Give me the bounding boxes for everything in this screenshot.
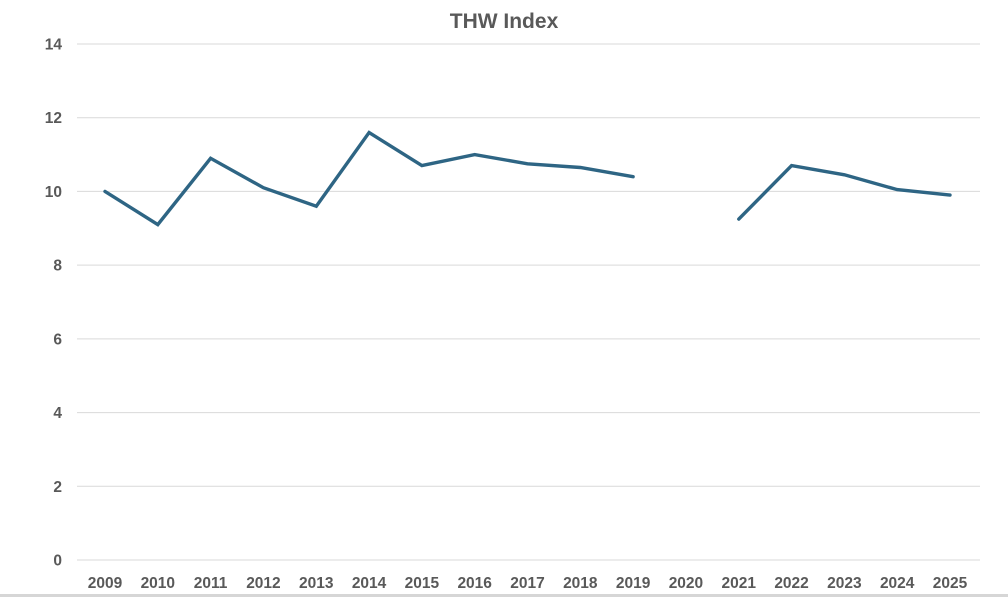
y-tick-label: 10 bbox=[45, 184, 62, 201]
x-tick-label: 2015 bbox=[405, 575, 440, 592]
x-tick-label: 2025 bbox=[933, 575, 968, 592]
x-tick-label: 2011 bbox=[194, 575, 228, 592]
y-tick-label: 4 bbox=[53, 405, 62, 422]
bottom-border bbox=[0, 594, 1008, 597]
data-series bbox=[103, 130, 952, 227]
x-tick-label: 2021 bbox=[722, 575, 757, 592]
x-tick-label: 2020 bbox=[669, 575, 703, 592]
chart-title: THW Index bbox=[449, 10, 559, 33]
x-tick-label: 2022 bbox=[774, 575, 808, 592]
y-tick-label: 2 bbox=[53, 479, 62, 496]
x-tick-label: 2024 bbox=[880, 575, 915, 592]
x-tick-label: 2019 bbox=[616, 575, 651, 592]
x-tick-label: 2012 bbox=[246, 575, 280, 592]
x-tick-label: 2018 bbox=[563, 575, 598, 592]
y-tick-label: 0 bbox=[53, 553, 62, 570]
gridlines bbox=[77, 43, 980, 561]
y-tick-label: 14 bbox=[45, 37, 63, 54]
x-axis-labels: 2009 2010 2011 2012 2013 2014 2015 2016 2017 2018… bbox=[88, 575, 968, 592]
x-tick-label: 2013 bbox=[299, 575, 334, 592]
y-tick-label: 8 bbox=[53, 258, 62, 275]
x-tick-label: 2014 bbox=[352, 575, 387, 592]
x-tick-label: 2023 bbox=[827, 575, 862, 592]
x-tick-label: 2016 bbox=[457, 575, 492, 592]
y-tick-label: 12 bbox=[45, 110, 62, 127]
y-axis-labels: 0 2 4 6 8 10 12 14 bbox=[45, 37, 63, 570]
line-segment bbox=[737, 163, 952, 221]
line-segment bbox=[103, 130, 635, 227]
x-tick-label: 2009 bbox=[88, 575, 123, 592]
x-tick-label: 2017 bbox=[510, 575, 544, 592]
x-tick-label: 2010 bbox=[141, 575, 175, 592]
y-tick-label: 6 bbox=[53, 331, 62, 348]
